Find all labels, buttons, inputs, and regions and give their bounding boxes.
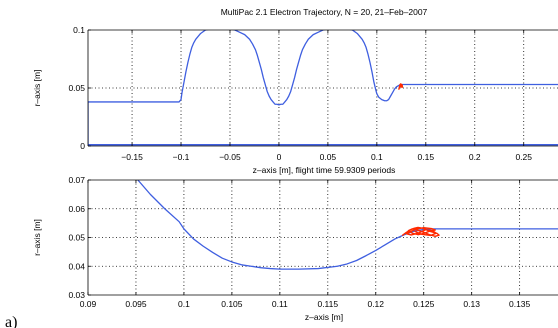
top-panel: −0.15 −0.1 −0.05 0 0.05 0.1 0.15 0.2 0.25 0 0.05 0.… xyxy=(32,25,558,175)
x-tick-label: 0.12 xyxy=(367,299,384,309)
y-tick-label: 0.05 xyxy=(68,83,85,93)
y-tick-label: 0.07 xyxy=(68,175,85,185)
x-tick-label: 0.115 xyxy=(317,299,338,309)
x-tick-label: −0.05 xyxy=(219,152,241,162)
plot-series-group xyxy=(137,180,558,270)
x-tick-label: 0.1 xyxy=(371,152,383,162)
x-tick-label: 0.095 xyxy=(125,299,147,309)
x-tick-label: −0.15 xyxy=(121,152,143,162)
y-tick-label: 0 xyxy=(80,141,85,151)
x-tick-label: 0.105 xyxy=(221,299,243,309)
x-tick-label: 0.05 xyxy=(320,152,337,162)
cavity-geometry-line xyxy=(137,180,558,270)
y-axis-title: r–axis [m] xyxy=(32,219,42,256)
x-tick-label: 0.13 xyxy=(463,299,480,309)
x-axis-title: z–axis [m], flight time 59.9309 periods xyxy=(253,165,396,175)
x-tick-label: −0.1 xyxy=(173,152,190,162)
x-tick-label: 0.2 xyxy=(469,152,481,162)
y-tick-label: 0.06 xyxy=(68,204,85,214)
x-axis-title: z–axis [m] xyxy=(305,312,343,322)
y-axis-title: r–axis [m] xyxy=(32,70,42,107)
y-tick-label: 0.1 xyxy=(73,25,85,35)
x-tick-label: 0.25 xyxy=(515,152,532,162)
y-tick-label: 0.05 xyxy=(68,233,85,243)
figure-title: MultiPac 2.1 Electron Trajectory, N = 20… xyxy=(221,7,428,17)
y-tick-label: 0.03 xyxy=(68,290,85,300)
x-tick-label: 0.09 xyxy=(80,299,97,309)
trajectory-line xyxy=(401,226,440,238)
x-tick-label: 0.135 xyxy=(509,299,531,309)
x-tick-label: 0.11 xyxy=(272,299,288,309)
plot-series-group xyxy=(88,30,558,146)
x-tick-label: 0.125 xyxy=(413,299,435,309)
panel-letter: a) xyxy=(5,314,17,328)
x-tick-label: 0.15 xyxy=(418,152,435,162)
x-tick-label: 0 xyxy=(277,152,282,162)
x-tick-label: 0.1 xyxy=(178,299,190,309)
cavity-geometry-line xyxy=(88,30,558,146)
bottom-panel: 0.09 0.095 0.1 0.105 0.11 0.115 0.12 0.125 0.13 0… xyxy=(32,175,558,322)
y-tick-label: 0.04 xyxy=(68,261,85,271)
trajectory-line xyxy=(398,83,404,90)
